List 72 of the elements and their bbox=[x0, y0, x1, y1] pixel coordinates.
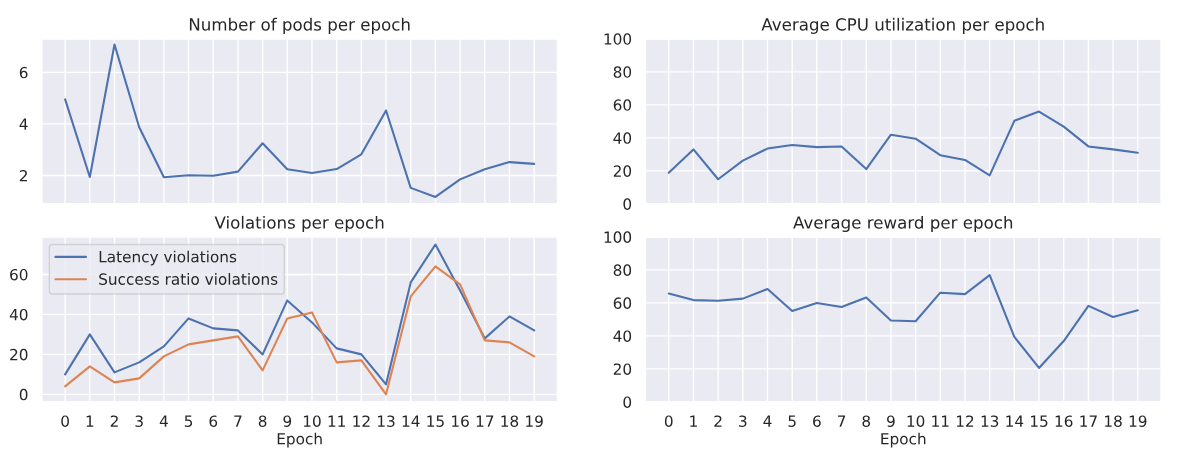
y-tick-label: 40 bbox=[9, 308, 28, 321]
legend-label: Success ratio violations bbox=[99, 273, 278, 285]
x-tick-label: 9 bbox=[887, 415, 895, 427]
x-tick-label: 11 bbox=[932, 415, 949, 427]
y-tick-label: 0 bbox=[623, 396, 632, 408]
x-tick-label: 12 bbox=[353, 415, 370, 427]
x-tick-label: 9 bbox=[283, 415, 292, 427]
x-tick-label: 4 bbox=[159, 415, 168, 427]
y-tick-label: 60 bbox=[613, 297, 632, 309]
x-axis-title: Epoch bbox=[277, 432, 322, 448]
x-tick-label: 11 bbox=[328, 415, 345, 427]
x-tick-label: 0 bbox=[664, 415, 673, 427]
x-tick-label: 1 bbox=[86, 415, 94, 427]
y-tick-label: 60 bbox=[10, 268, 28, 281]
x-tick-label: 8 bbox=[862, 415, 871, 427]
x-tick-label: 17 bbox=[1080, 415, 1097, 427]
x-tick-label: 4 bbox=[763, 415, 772, 427]
x-tick-label: 8 bbox=[258, 415, 267, 427]
x-tick-label: 13 bbox=[981, 415, 999, 427]
chart-title: Number of pods per epoch bbox=[189, 17, 410, 34]
x-tick-label: 7 bbox=[234, 415, 242, 427]
y-tick-label: 100 bbox=[604, 231, 632, 243]
y-tick-label: 20 bbox=[613, 165, 632, 177]
y-tick-label: 0 bbox=[19, 388, 28, 401]
x-tick-label: 14 bbox=[1006, 415, 1024, 427]
line-series bbox=[64, 243, 536, 386]
y-tick-label: 40 bbox=[613, 330, 632, 342]
y-tick-label: 4 bbox=[19, 118, 28, 130]
y-tick-label: 100 bbox=[604, 33, 632, 45]
x-axis-title: Epoch bbox=[881, 432, 926, 448]
x-tick-label: 19 bbox=[526, 415, 543, 427]
x-tick-label: 3 bbox=[739, 415, 747, 427]
x-tick-label: 17 bbox=[476, 415, 494, 427]
x-tick-label: 15 bbox=[1030, 415, 1048, 427]
x-tick-label: 18 bbox=[1105, 415, 1122, 427]
line-series bbox=[667, 274, 1139, 369]
x-tick-label: 10 bbox=[303, 415, 321, 427]
y-tick-label: 2 bbox=[19, 169, 27, 182]
x-tick-label: 16 bbox=[1055, 415, 1073, 427]
x-tick-label: 3 bbox=[135, 415, 143, 427]
x-tick-label: 12 bbox=[956, 415, 974, 427]
x-tick-label: 16 bbox=[452, 415, 469, 427]
x-tick-label: 0 bbox=[61, 415, 69, 427]
y-tick-label: 60 bbox=[613, 99, 632, 111]
legend-label: Latency violations bbox=[99, 250, 237, 266]
x-tick-label: 1 bbox=[690, 415, 697, 427]
x-tick-label: 10 bbox=[907, 415, 925, 427]
x-tick-label: 14 bbox=[402, 415, 420, 427]
line-series bbox=[667, 110, 1139, 181]
y-tick-label: 6 bbox=[19, 66, 28, 79]
line-series bbox=[64, 265, 536, 396]
x-tick-label: 6 bbox=[209, 415, 218, 427]
x-tick-label: 2 bbox=[714, 415, 722, 427]
chart-title: Violations per epoch bbox=[214, 215, 384, 233]
chart-title: Average reward per epoch bbox=[793, 215, 1013, 233]
y-tick-label: 40 bbox=[613, 132, 632, 144]
line-series bbox=[64, 43, 536, 198]
x-tick-label: 15 bbox=[427, 415, 444, 427]
x-tick-label: 7 bbox=[837, 415, 846, 427]
x-tick-label: 5 bbox=[788, 415, 796, 427]
y-tick-label: 0 bbox=[623, 198, 632, 210]
y-tick-label: 80 bbox=[613, 264, 632, 276]
x-tick-label: 5 bbox=[184, 415, 193, 427]
x-tick-label: 19 bbox=[1129, 415, 1147, 427]
y-tick-label: 20 bbox=[10, 348, 28, 361]
chart-title: Average CPU utilization per epoch bbox=[761, 17, 1044, 34]
x-tick-label: 13 bbox=[378, 415, 395, 427]
y-tick-label: 20 bbox=[613, 363, 632, 375]
x-tick-label: 2 bbox=[110, 415, 118, 427]
y-tick-label: 80 bbox=[613, 66, 632, 78]
x-tick-label: 18 bbox=[501, 415, 519, 427]
x-tick-label: 6 bbox=[813, 415, 821, 427]
